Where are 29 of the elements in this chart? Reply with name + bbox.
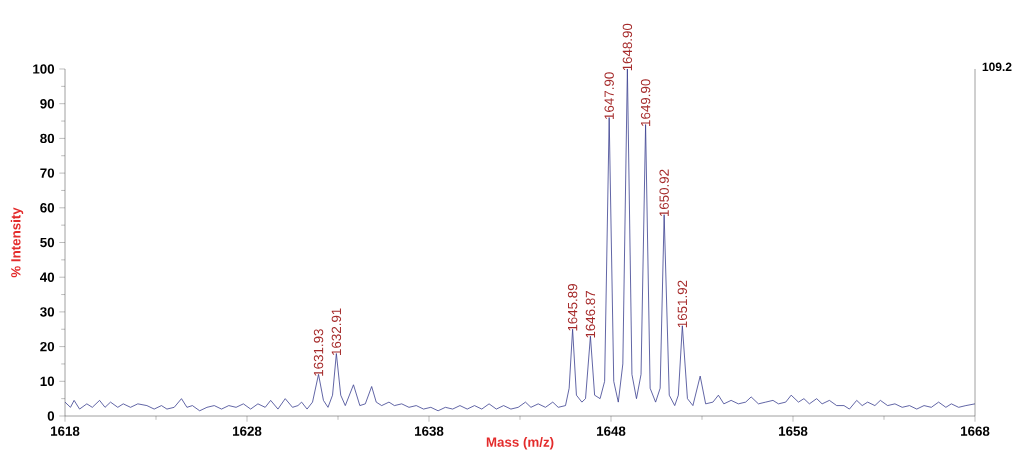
- y-tick-label: 80: [40, 133, 55, 144]
- annotation: 1650.92: [659, 169, 669, 217]
- annotation: 1646.87: [585, 291, 596, 338]
- y-tick-label: 50: [40, 237, 55, 248]
- y-tick-label: 20: [40, 341, 55, 352]
- y-tick-label: 30: [40, 307, 55, 317]
- y-tick-label: 10: [40, 376, 55, 387]
- annotation: 1651.92: [677, 280, 688, 328]
- x-axis-title: Mass (m/z): [486, 437, 554, 450]
- x-tick-label: 1648: [597, 426, 626, 436]
- annotation: 1631.93: [313, 329, 324, 376]
- y-tick-label: 0: [47, 411, 55, 421]
- annotation: 1632.91: [331, 308, 342, 355]
- x-tick-label: 1658: [779, 426, 808, 436]
- annotation: 1649.90: [640, 79, 651, 126]
- annotation: 1647.90: [604, 72, 614, 119]
- x-tick-label: 1638: [415, 426, 444, 436]
- annotation: 1645.89: [567, 284, 578, 331]
- x-tick-label: 1628: [233, 426, 262, 436]
- y-axis-title: % Intensity: [10, 207, 24, 278]
- y-tick-label: 70: [40, 168, 55, 178]
- y-tick-label: 90: [40, 98, 55, 109]
- y-tick-label: 100: [33, 64, 55, 74]
- annotation: 1648.90: [622, 23, 633, 71]
- text: 109.2: [982, 62, 1012, 72]
- y-tick-label: 40: [39, 272, 55, 282]
- x-tick-label: 1618: [51, 426, 80, 436]
- y-tick-label: 60: [40, 203, 55, 213]
- x-tick-label: 1668: [961, 426, 990, 436]
